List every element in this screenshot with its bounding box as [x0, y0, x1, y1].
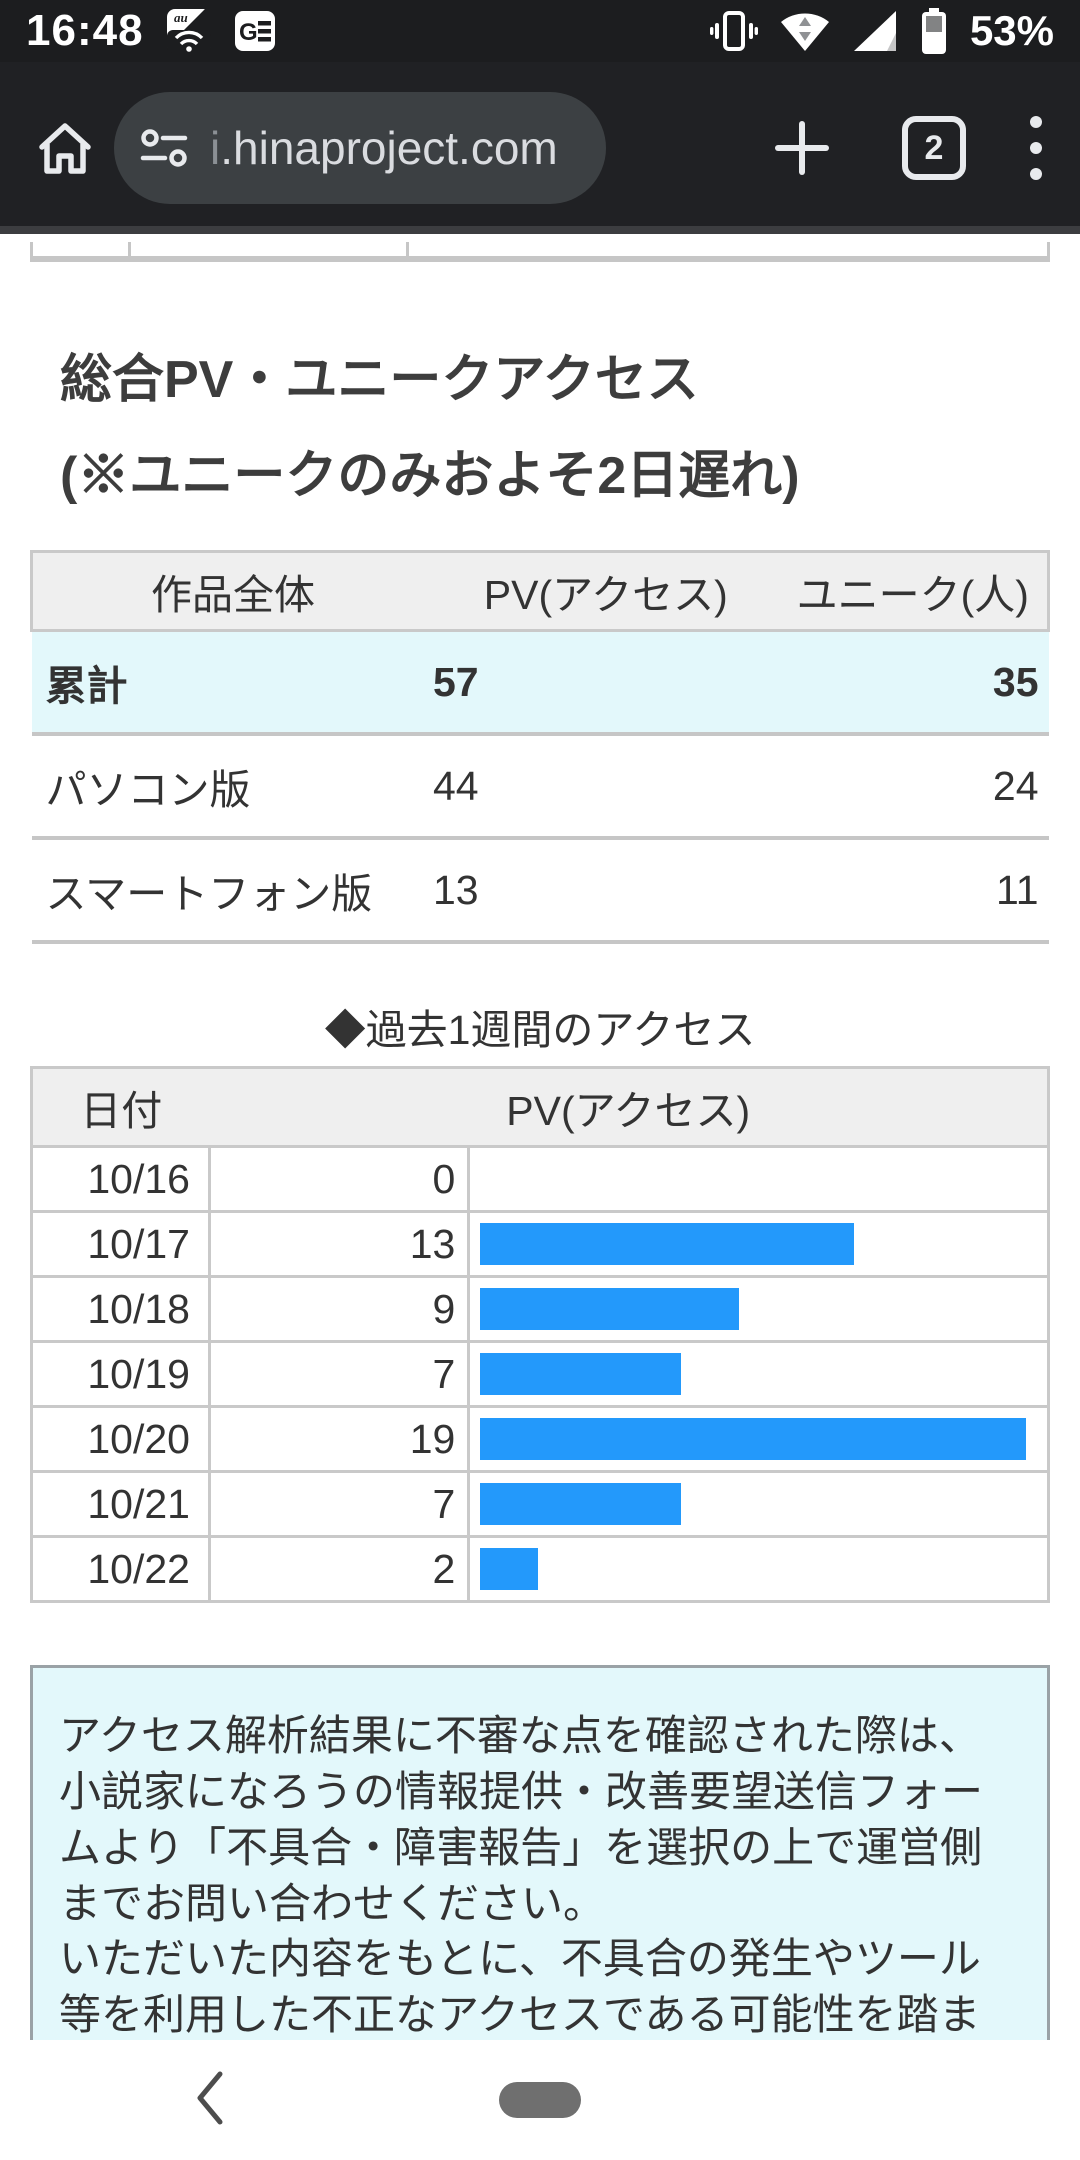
- weekly-table: 日付 PV(アクセス) 10/16 0 10/17 13 10/18 9 10/19 7 10/…: [30, 1066, 1051, 1603]
- summary-row-label: 累計: [45, 663, 128, 709]
- home-button[interactable]: [30, 113, 100, 183]
- pv-bar: [480, 1353, 682, 1395]
- weekly-row-pv: 9: [207, 1275, 471, 1343]
- weekly-row: 10/22 2: [30, 1535, 1050, 1603]
- summary-row: パソコン版 44 24: [31, 734, 1049, 838]
- weekly-row-barcell: [467, 1535, 1050, 1603]
- notice-box: アクセス解析結果に不審な点を確認された際は、小説家になろうの情報提供・改善要望送…: [30, 1665, 1050, 2040]
- weekly-header-date: 日付: [30, 1066, 210, 1148]
- url-domain: .hinaproject.com: [220, 122, 558, 174]
- weekly-row-pv: 19: [207, 1405, 471, 1473]
- svg-text:au: au: [174, 10, 188, 25]
- page-title-line2: (※ユニークのみおよそ2日遅れ): [60, 447, 800, 505]
- weekly-row-date: 10/16: [30, 1145, 211, 1213]
- new-tab-button[interactable]: [770, 116, 834, 180]
- notice-line: いただいた内容をもとに、不具合の発生やツール等を利用した不正なアクセスである可能…: [59, 1935, 981, 2039]
- summary-table: 作品全体 PV(アクセス) ユニーク(人) 累計 57 35 パソコン版 44 24 スマー…: [29, 550, 1050, 944]
- weekly-row: 10/17 13: [30, 1210, 1050, 1278]
- system-nav-bar: [0, 2040, 1080, 2160]
- google-news-icon: G: [234, 11, 275, 51]
- status-left: 16:48 au G: [26, 6, 276, 56]
- weekly-row-date: 10/22: [30, 1535, 211, 1603]
- tab-count: 2: [924, 128, 944, 167]
- back-button[interactable]: [192, 2070, 226, 2126]
- weekly-row-pv: 7: [207, 1470, 471, 1538]
- clock: 16:48: [26, 6, 144, 55]
- weekly-row-pv: 2: [207, 1535, 471, 1603]
- weekly-row: 10/19 7: [30, 1340, 1050, 1408]
- weekly-row-pv: 0: [207, 1145, 471, 1213]
- summary-row-unique: 11: [995, 866, 1039, 913]
- summary-row-pv: 57: [432, 658, 479, 705]
- weekly-row-date: 10/17: [30, 1210, 211, 1278]
- tab-switcher-button[interactable]: 2: [902, 116, 966, 180]
- cellular-signal-icon: [853, 11, 896, 51]
- summary-row-label: スマートフォン版: [45, 871, 373, 917]
- page-title-line1: 総合PV・ユニークアクセス: [60, 351, 699, 409]
- summary-row: スマートフォン版 13 11: [31, 838, 1049, 942]
- weekly-row-date: 10/20: [30, 1405, 211, 1473]
- summary-row-pv: 44: [432, 762, 479, 809]
- battery-percent: 53%: [969, 7, 1054, 54]
- pv-bar: [480, 1288, 739, 1330]
- pv-bar: [480, 1418, 1027, 1460]
- weekly-row-barcell: [467, 1210, 1050, 1278]
- notice-line: アクセス解析結果に不審な点を確認された際は、小説家になろうの情報提供・改善要望送…: [59, 1712, 984, 1927]
- pv-bar: [480, 1223, 854, 1265]
- pv-bar: [480, 1483, 682, 1525]
- weekly-header-pv: PV(アクセス): [209, 1066, 1051, 1148]
- battery-icon: [921, 8, 946, 54]
- weekly-row-barcell: [467, 1470, 1050, 1538]
- weekly-row-pv: 7: [207, 1340, 471, 1408]
- weekly-row: 10/18 9: [30, 1275, 1050, 1343]
- weekly-row: 10/21 7: [30, 1470, 1050, 1538]
- summary-row-label: パソコン版: [45, 767, 251, 813]
- weekly-row: 10/16 0: [30, 1145, 1050, 1213]
- page-title: 総合PV・ユニークアクセス (※ユニークのみおよそ2日遅れ): [60, 354, 1020, 502]
- status-bar: 16:48 au G: [0, 0, 1080, 62]
- menu-button[interactable]: [1030, 116, 1042, 180]
- partial-table-top: [30, 242, 1050, 262]
- summary-header-unique: ユニーク(人): [778, 550, 1050, 632]
- summary-header-work: 作品全体: [29, 550, 433, 632]
- pv-bar: [480, 1548, 538, 1590]
- weekly-row-barcell: [467, 1405, 1050, 1473]
- weekly-table-header: 日付 PV(アクセス): [30, 1066, 1051, 1148]
- summary-row-unique: 24: [992, 762, 1039, 809]
- site-settings-icon[interactable]: [140, 126, 188, 170]
- home-gesture-pill[interactable]: [499, 2082, 581, 2118]
- summary-row-unique: 35: [992, 658, 1039, 705]
- weekly-row-date: 10/18: [30, 1275, 211, 1343]
- url-text: i.hinaproject.com: [210, 121, 558, 175]
- url-subdomain: i: [210, 122, 221, 174]
- weekly-row-barcell: [467, 1275, 1050, 1343]
- weekly-row-barcell: [467, 1145, 1050, 1213]
- wifi-icon: [780, 13, 829, 52]
- weekly-row-barcell: [467, 1340, 1050, 1408]
- page-content: 総合PV・ユニークアクセス (※ユニークのみおよそ2日遅れ) 作品全体 PV(ア…: [0, 242, 1080, 2040]
- summary-table-header: 作品全体 PV(アクセス) ユニーク(人): [29, 550, 1050, 632]
- weekly-access-heading: ◆過去1週間のアクセス: [324, 1007, 756, 1053]
- url-bar[interactable]: i.hinaproject.com: [114, 92, 606, 204]
- summary-row: 累計 57 35: [31, 630, 1049, 734]
- weekly-row: 10/20 19: [30, 1405, 1050, 1473]
- weekly-row-pv: 13: [207, 1210, 471, 1278]
- svg-text:G: G: [239, 19, 258, 46]
- weekly-row-date: 10/19: [30, 1340, 211, 1408]
- browser-toolbar: i.hinaproject.com 2: [0, 62, 1080, 234]
- summary-row-pv: 13: [432, 866, 479, 913]
- summary-header-pv: PV(アクセス): [432, 550, 779, 632]
- vibrate-icon: [709, 11, 758, 51]
- au-wifi-icon: au: [166, 8, 211, 53]
- status-right: 53%: [709, 7, 1054, 55]
- weekly-row-date: 10/21: [30, 1470, 211, 1538]
